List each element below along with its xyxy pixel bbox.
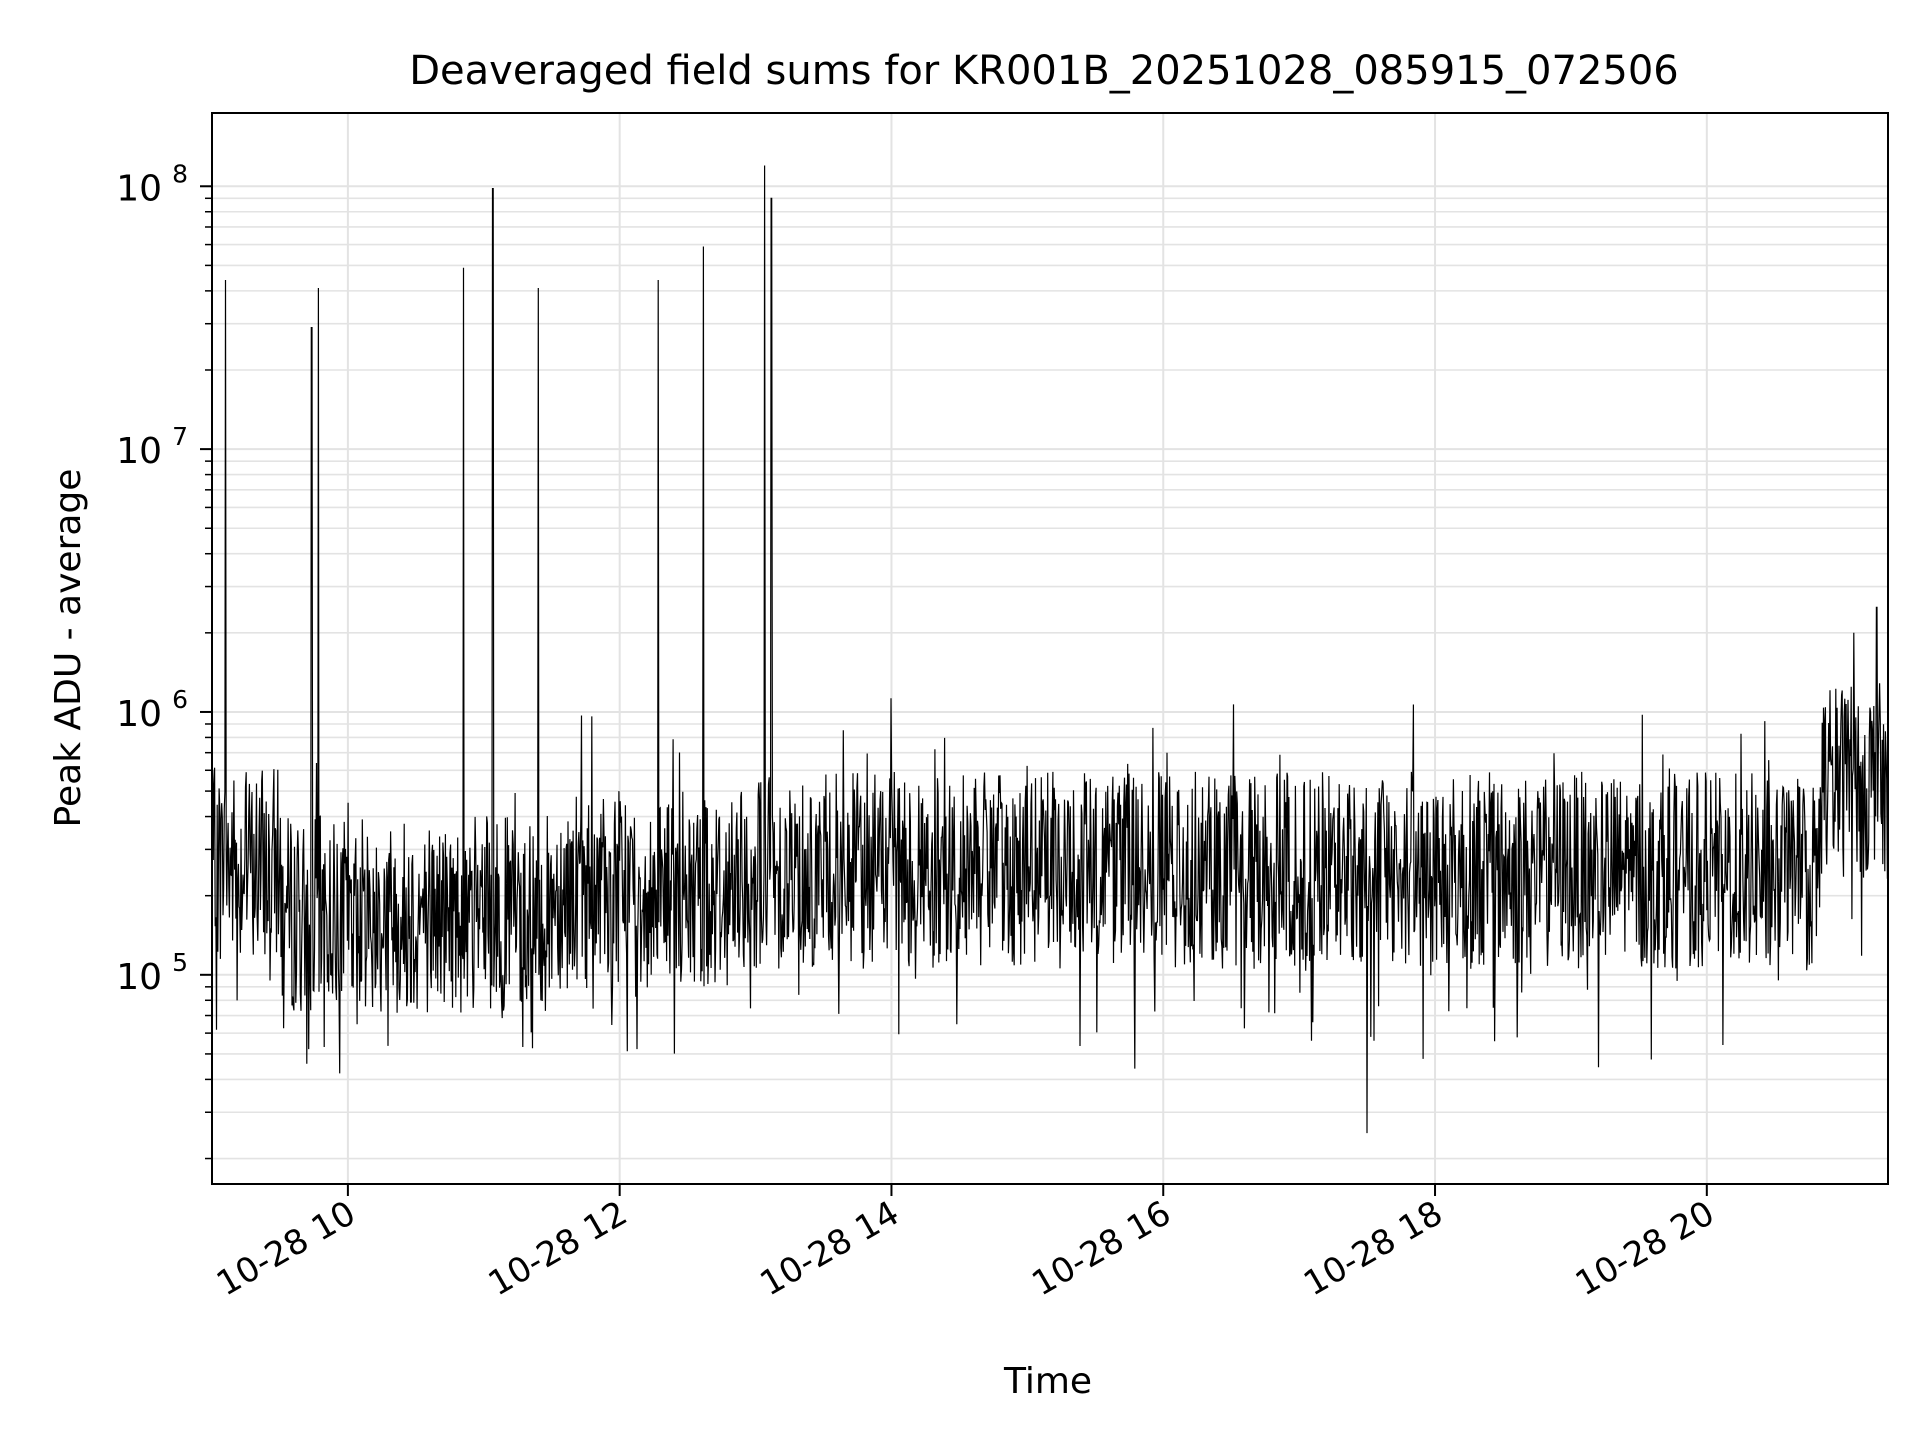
y-axis: 10 5 10 6 10 7 10 8 bbox=[116, 159, 212, 1160]
y-tick-exponent: 8 bbox=[172, 159, 188, 188]
x-axis-label: Time bbox=[1003, 1361, 1092, 1402]
series-line bbox=[211, 165, 1889, 1134]
y-tick-label: 10 bbox=[116, 957, 162, 998]
plot-frame bbox=[211, 112, 1889, 1185]
y-tick-label: 10 bbox=[116, 431, 162, 472]
y-tick-label: 10 bbox=[116, 168, 162, 209]
chart-title: Deaveraged field sums for KR001B_2025102… bbox=[409, 48, 1679, 94]
y-axis-label: Peak ADU - average bbox=[48, 469, 89, 828]
y-tick-label: 10 bbox=[116, 694, 162, 735]
y-tick-exponent: 5 bbox=[172, 948, 188, 977]
y-tick-exponent: 7 bbox=[172, 422, 188, 451]
series-path bbox=[211, 165, 1889, 1134]
y-tick-exponent: 6 bbox=[172, 685, 188, 714]
